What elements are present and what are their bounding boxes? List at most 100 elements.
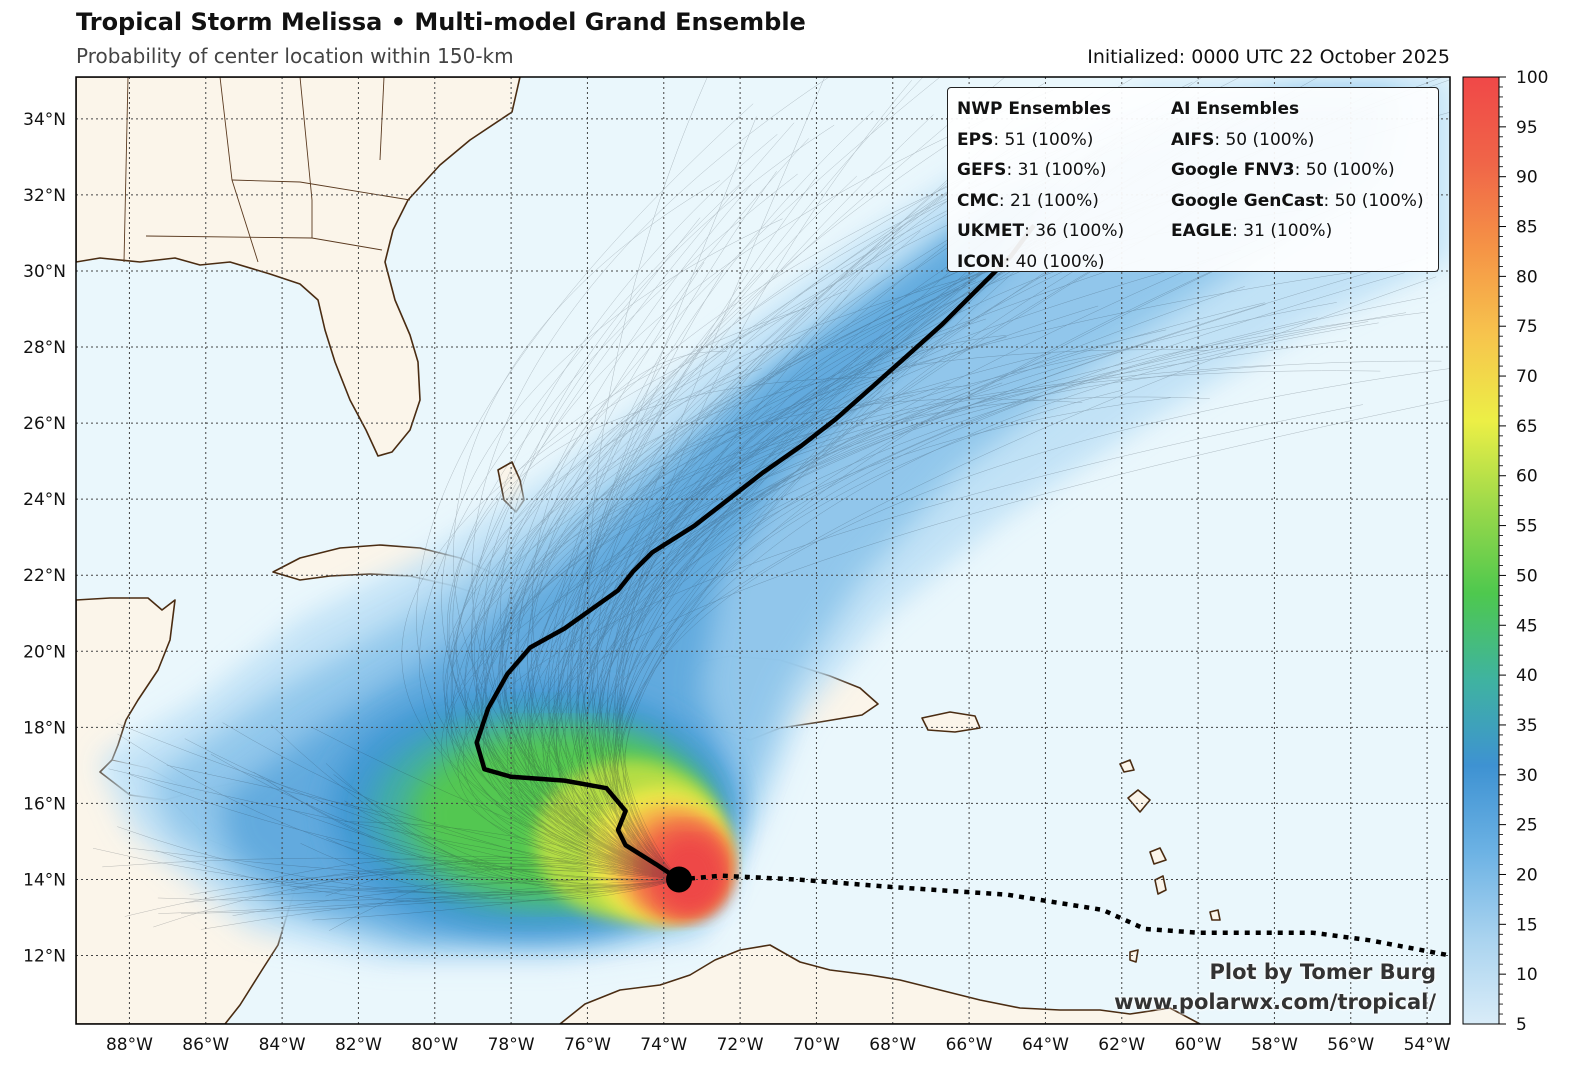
member-track <box>617 252 1036 880</box>
member-track <box>419 182 741 880</box>
member-track <box>445 353 1052 880</box>
lon-label: 74°W <box>640 1035 687 1055</box>
member-track <box>507 204 1083 880</box>
member-track <box>594 397 1171 880</box>
north-america-land <box>76 77 521 457</box>
lon-label: 84°W <box>259 1035 306 1055</box>
lon-label: 72°W <box>717 1035 764 1055</box>
gridlines <box>76 77 1450 1024</box>
lon-label: 56°W <box>1327 1035 1374 1055</box>
colorbar: 100 95 90 85 80 75 70 65 60 55 50 45 40 35 30 25 20 15 10 5 <box>1462 68 1548 1035</box>
member-track <box>483 89 1054 880</box>
member-track <box>614 244 1122 880</box>
lon-label: 82°W <box>335 1035 382 1055</box>
member-track <box>567 77 924 880</box>
member-track <box>108 768 680 880</box>
member-track <box>524 138 1118 880</box>
lon-label: 58°W <box>1251 1035 1298 1055</box>
ensemble-legend: NWP Ensembles EPS: 51 (100%) GEFS: 31 (1… <box>947 87 1439 272</box>
member-track <box>464 194 942 880</box>
member-track <box>510 203 1092 880</box>
model-name: CMC <box>957 190 999 211</box>
member-track <box>586 77 825 880</box>
lon-label: 60°W <box>1175 1035 1222 1055</box>
member-track <box>556 302 1337 880</box>
member-track <box>441 77 1319 880</box>
member-track <box>261 856 680 881</box>
ai-entry: Google GenCast: 50 (100%) <box>1171 186 1424 217</box>
model-count: : 50 (100%) <box>1323 190 1424 211</box>
member-track <box>474 111 1207 880</box>
lat-label: 16°N <box>23 794 66 814</box>
colorbar-tick-label: 10 <box>1516 965 1538 985</box>
member-track <box>622 94 1196 880</box>
member-track <box>124 869 680 917</box>
member-track <box>580 109 1196 880</box>
colorbar-tick-label: 100 <box>1516 68 1548 88</box>
member-track <box>609 317 1318 880</box>
member-track <box>444 258 1146 880</box>
member-track <box>201 879 680 930</box>
colorbar-tick-label: 55 <box>1516 517 1538 537</box>
model-count: : 40 (100%) <box>1004 251 1105 272</box>
member-track <box>606 121 1054 880</box>
lat-label: 22°N <box>23 566 66 586</box>
member-track <box>416 103 754 880</box>
member-track <box>232 878 680 916</box>
member-track <box>504 312 1406 880</box>
member-track <box>575 312 1426 880</box>
colorbar-tick-label: 70 <box>1516 367 1538 387</box>
member-track <box>500 124 835 880</box>
member-track <box>283 863 680 884</box>
lat-label: 20°N <box>23 642 66 662</box>
colorbar-tick-label: 45 <box>1516 616 1538 636</box>
member-track <box>501 270 1365 880</box>
member-track <box>543 272 1405 880</box>
member-track <box>448 173 798 880</box>
member-track <box>181 879 680 914</box>
member-track <box>117 733 680 887</box>
lat-label: 28°N <box>23 338 66 358</box>
member-track <box>333 774 680 886</box>
ai-entry: Google FNV3: 50 (100%) <box>1171 155 1424 186</box>
lon-label: 64°W <box>1022 1035 1069 1055</box>
member-track <box>310 726 680 880</box>
lat-label: 18°N <box>23 718 66 738</box>
member-track <box>553 230 921 880</box>
member-track <box>290 879 680 894</box>
colorbar-tick-label: 35 <box>1516 716 1538 736</box>
model-count: : 50 (100%) <box>1294 160 1395 180</box>
member-track <box>548 321 1369 880</box>
lat-label: 32°N <box>23 186 66 206</box>
model-name: Google GenCast <box>1171 190 1324 211</box>
colorbar-tick-label: 30 <box>1516 766 1538 786</box>
member-track <box>570 175 818 880</box>
south-america-land <box>559 944 1201 1024</box>
mean-forecast-track <box>474 223 1036 882</box>
member-track <box>592 302 1265 880</box>
member-track <box>514 138 809 880</box>
member-track <box>463 100 1036 880</box>
probability-field <box>100 77 1450 960</box>
lon-label: 70°W <box>793 1035 840 1055</box>
nwp-entry: ICON: 40 (100%) <box>957 247 1124 278</box>
member-track <box>127 773 680 880</box>
member-track <box>447 307 806 880</box>
model-name: ICON <box>957 251 1005 272</box>
ai-heading: AI Ensembles <box>1171 99 1300 119</box>
lon-label: 62°W <box>1098 1035 1145 1055</box>
model-count: : 31 (100%) <box>1006 160 1107 180</box>
lat-label: 12°N <box>23 947 66 967</box>
colorbar-tick-label: 20 <box>1516 865 1538 885</box>
member-track <box>616 110 1375 880</box>
lon-label: 76°W <box>564 1035 611 1055</box>
member-track <box>451 77 1006 880</box>
model-count: : 31 (100%) <box>1232 221 1333 241</box>
member-track <box>558 210 1193 880</box>
model-name: Google FNV3 <box>1171 160 1295 180</box>
nwp-entry: GEFS: 31 (100%) <box>957 155 1124 186</box>
member-track <box>266 779 680 888</box>
member-track <box>486 382 1003 880</box>
member-track <box>607 100 1253 880</box>
lat-label: 14°N <box>23 870 66 890</box>
